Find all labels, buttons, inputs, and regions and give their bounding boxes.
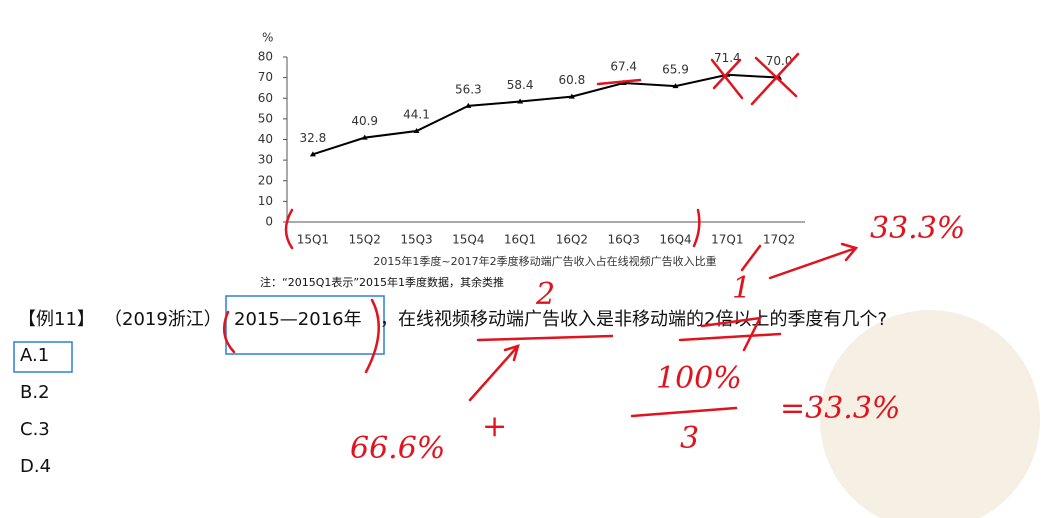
- y-axis-label: %: [262, 31, 273, 45]
- option[interactable]: B.2: [20, 382, 50, 403]
- question-number: 【例11】: [18, 309, 95, 330]
- y-tick-label: 30: [258, 153, 273, 167]
- chart-caption: 2015年1季度~2017年2季度移动端广告收入占在线视频广告收入比重: [373, 254, 716, 268]
- point-marker: [517, 98, 524, 104]
- watermark: [820, 310, 1040, 518]
- y-tick-label: 50: [258, 111, 273, 125]
- point-marker: [361, 134, 368, 140]
- data-label: 40.9: [351, 114, 378, 128]
- x-tick-label: 16Q2: [556, 233, 588, 247]
- handwritten-note: 2: [535, 277, 555, 312]
- x-tick-label: 15Q2: [349, 233, 381, 247]
- data-label: 71.4: [714, 51, 741, 65]
- data-label: 58.4: [507, 78, 534, 92]
- y-tick-label: 10: [258, 194, 273, 208]
- x-tick-label: 15Q1: [297, 233, 329, 247]
- x-tick-label: 16Q3: [608, 233, 640, 247]
- chart: % 2015年1季度~2017年2季度移动端广告收入占在线视频广告收入比重 注：…: [258, 31, 805, 289]
- point-marker: [672, 83, 679, 89]
- x-tick-label: 17Q1: [711, 233, 743, 247]
- handwritten-note: =33.3%: [780, 391, 900, 426]
- x-tick-label: 16Q4: [659, 233, 691, 247]
- data-label: 65.9: [662, 63, 689, 77]
- x-tick-label: 16Q1: [504, 233, 536, 247]
- handwritten-note: 66.6%: [350, 431, 445, 466]
- handwritten-note: 33.3%: [870, 211, 965, 246]
- point-marker: [465, 102, 472, 108]
- point-marker: [413, 128, 420, 134]
- option[interactable]: C.3: [20, 419, 50, 440]
- y-tick-label: 0: [265, 215, 273, 229]
- point-marker: [309, 151, 316, 157]
- data-label: 44.1: [403, 108, 430, 122]
- y-tick-label: 70: [258, 70, 273, 84]
- option-highlight: [13, 341, 73, 373]
- option[interactable]: A.1: [20, 345, 49, 366]
- handwritten-note: 3: [680, 421, 699, 456]
- y-tick-label: 20: [258, 173, 273, 187]
- x-tick-label: 17Q2: [763, 233, 795, 247]
- chart-note: 注：“2015Q1表示”2015年1季度数据，其余类推: [260, 275, 504, 289]
- data-line: [312, 73, 780, 156]
- data-label: 70.0: [766, 54, 793, 68]
- question-period: 2015—2016年: [234, 309, 362, 330]
- data-label: 67.4: [610, 59, 637, 73]
- handwriting-strokes: [222, 52, 859, 418]
- question-source: （2019浙江）: [104, 309, 222, 330]
- data-label: 32.8: [300, 131, 327, 145]
- handwritten-note: 100%: [656, 361, 742, 396]
- y-tick-label: 60: [258, 91, 273, 105]
- handwritten-note: +: [482, 409, 507, 444]
- selection-box: [225, 295, 385, 355]
- data-label: 60.8: [559, 73, 586, 87]
- y-tick-label: 80: [258, 50, 273, 64]
- data-label: 56.3: [455, 82, 482, 96]
- point-marker: [568, 93, 575, 99]
- question-text: ，在线视频移动端广告收入是非移动端的2倍以上的季度有几个?: [380, 309, 887, 330]
- handwritten-note: 1: [732, 271, 751, 306]
- y-tick-label: 40: [258, 132, 273, 146]
- x-tick-label: 15Q4: [452, 233, 484, 247]
- option[interactable]: D.4: [20, 456, 51, 477]
- x-tick-label: 15Q3: [400, 233, 432, 247]
